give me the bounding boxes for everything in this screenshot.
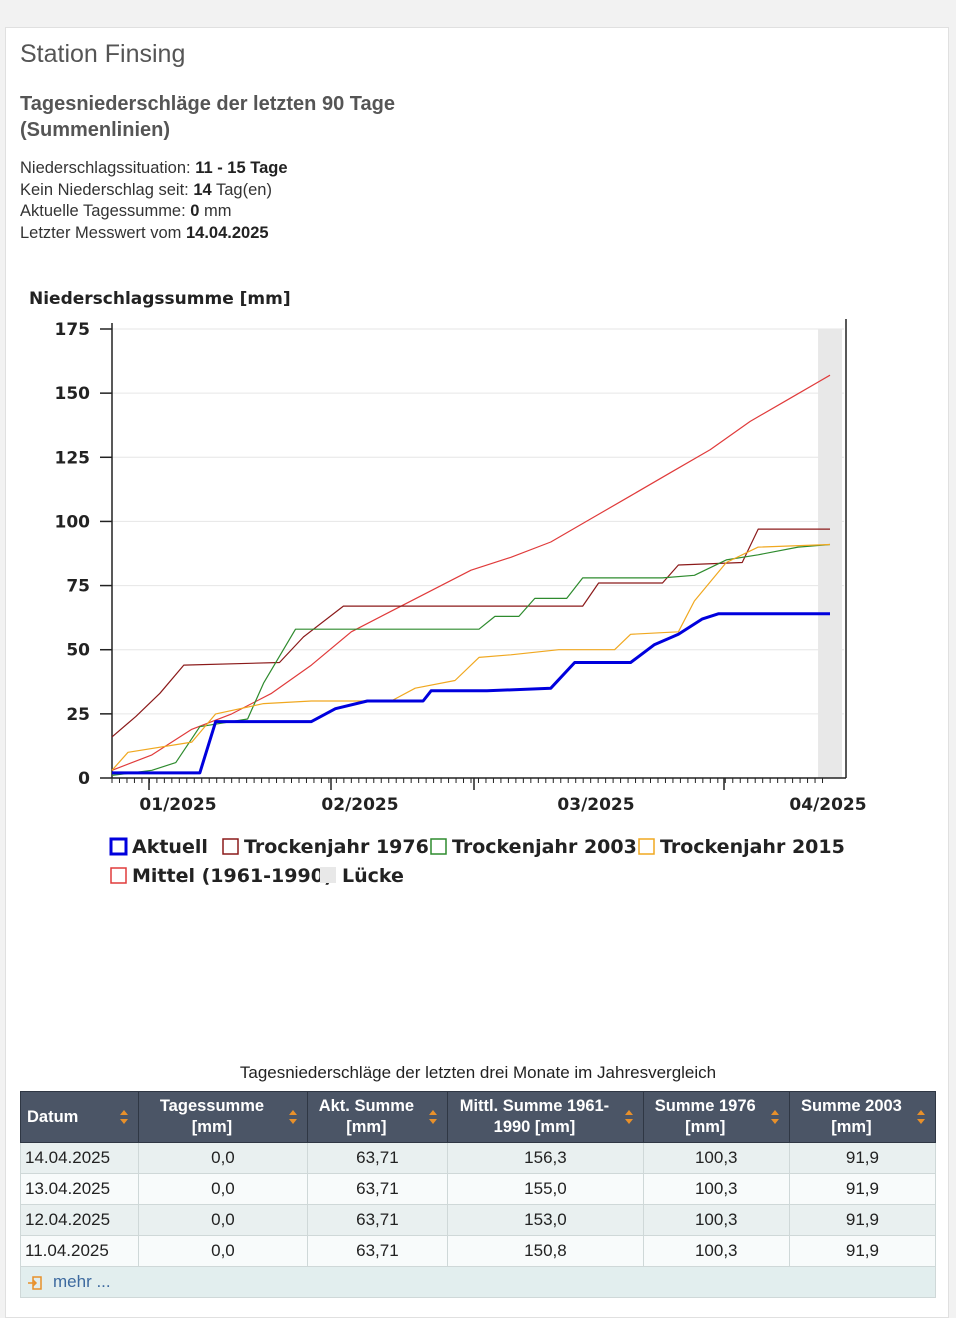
page-title: Station Finsing	[20, 40, 186, 68]
legend-label: Lücke	[342, 865, 404, 887]
legend-label: Aktuell	[132, 836, 208, 858]
cell-tagessumme: 0,0	[138, 1235, 308, 1267]
table-row: 13.04.2025 0,0 63,71 155,0 100,3 91,9	[19, 1173, 937, 1205]
y-tick-label: 75	[66, 577, 90, 597]
table-row: 12.04.2025 0,0 63,71 153,0 100,3 91,9	[19, 1204, 937, 1236]
sort-icon	[624, 1110, 633, 1124]
cell-mittl-summe: 155,0	[447, 1173, 644, 1205]
column-header-tagessumme[interactable]: Tagessumme [mm]	[138, 1091, 308, 1143]
y-axis-title: Niederschlagssumme [mm]	[29, 289, 291, 309]
legend-swatch	[638, 838, 655, 855]
y-tick-label: 50	[66, 641, 90, 661]
precipitation-chart: Niederschlagssumme [mm] 0 25 50 75 100 125 150 1…	[29, 289, 867, 887]
cell-summe-1976: 100,3	[642, 1173, 790, 1205]
table-row: 14.04.2025 0,0 63,71 156,3 100,3 91,9	[19, 1142, 937, 1174]
info-situation: Niederschlagssituation: 11 - 15 Tage	[20, 159, 288, 177]
cell-summe-2003: 91,9	[788, 1235, 937, 1267]
y-tick-label: 150	[55, 384, 91, 404]
series-line-trockenjahr-2015	[111, 543, 831, 771]
series-line-aktuell	[112, 612, 830, 775]
info-no-rain: Kein Niederschlag seit: 14 Tag(en)	[20, 180, 272, 199]
station-panel: Station Finsing Tagesniederschläge der l…	[5, 27, 949, 1318]
info-last-value: Letzter Messwert vom 14.04.2025	[20, 223, 269, 242]
x-tick-label: 02/2025	[321, 795, 398, 815]
chart-subtitle: Tagesniederschläge der letzten 90 Tage (…	[20, 93, 395, 141]
precipitation-table: Datum Tagessumme [mm] Akt. Summe [mm] Mi…	[19, 1091, 937, 1298]
sort-icon	[917, 1110, 925, 1124]
column-header-summe-2003[interactable]: Summe 2003 [mm]	[788, 1091, 937, 1143]
cell-summe-1976: 100,3	[642, 1235, 790, 1267]
y-tick-label: 125	[55, 448, 91, 468]
column-header-akt-summe[interactable]: Akt. Summe [mm]	[306, 1091, 449, 1143]
legend-label: Mittel (1961-1990)	[132, 865, 333, 887]
series-line-trockenjahr-1976	[111, 528, 830, 738]
y-tick-label: 175	[55, 320, 91, 340]
more-label: mehr ...	[53, 1272, 111, 1291]
sort-icon	[770, 1110, 779, 1124]
cell-datum: 11.04.2025	[19, 1235, 140, 1267]
more-link[interactable]: mehr ...	[20, 1266, 936, 1298]
info-block: Niederschlagssituation: 11 - 15 Tage Kei…	[20, 158, 288, 244]
cell-datum: 12.04.2025	[19, 1204, 140, 1236]
y-tick-label: 100	[55, 512, 91, 532]
cell-tagessumme: 0,0	[138, 1173, 308, 1205]
x-tick-label: 01/2025	[139, 795, 216, 815]
cell-summe-2003: 91,9	[788, 1142, 937, 1174]
cell-akt-summe: 63,71	[306, 1173, 449, 1205]
legend-swatch-gap	[320, 867, 336, 883]
column-header-datum[interactable]: Datum	[19, 1091, 140, 1143]
series-line-mittel-1961-1990-	[111, 374, 831, 771]
column-header-summe-1976[interactable]: Summe 1976 [mm]	[642, 1091, 790, 1143]
y-tick-label: 0	[78, 769, 90, 789]
legend-swatch	[222, 838, 239, 855]
cell-mittl-summe: 153,0	[447, 1204, 644, 1236]
legend-label: Trockenjahr 2015	[660, 836, 845, 858]
cell-summe-2003: 91,9	[788, 1204, 937, 1236]
cell-mittl-summe: 150,8	[447, 1235, 644, 1267]
sort-icon	[120, 1110, 129, 1124]
series-line-trockenjahr-2003	[111, 543, 831, 776]
sort-icon	[429, 1110, 438, 1124]
table-caption: Tagesniederschläge der letzten drei Mona…	[239, 1063, 717, 1082]
x-tick-label: 03/2025	[557, 795, 634, 815]
x-tick-label: 04/2025	[789, 795, 866, 815]
cell-akt-summe: 63,71	[306, 1235, 449, 1267]
cell-tagessumme: 0,0	[138, 1204, 308, 1236]
legend-swatch	[109, 837, 128, 856]
cell-akt-summe: 63,71	[306, 1142, 449, 1174]
more-row: mehr ...	[20, 1266, 936, 1298]
legend-swatch	[110, 867, 127, 884]
cell-summe-1976: 100,3	[642, 1204, 790, 1236]
table-header-row: Datum Tagessumme [mm] Akt. Summe [mm] Mi…	[19, 1091, 937, 1143]
legend-label: Trockenjahr 1976	[244, 836, 429, 858]
cell-tagessumme: 0,0	[138, 1142, 308, 1174]
enter-icon	[28, 1275, 42, 1290]
cell-akt-summe: 63,71	[306, 1204, 449, 1236]
column-header-mittl-summe[interactable]: Mittl. Summe 1961-1990 [mm]	[447, 1091, 644, 1143]
cell-datum: 13.04.2025	[19, 1173, 140, 1205]
table-row: 11.04.2025 0,0 63,71 150,8 100,3 91,9	[19, 1235, 937, 1267]
legend-swatch	[430, 838, 447, 855]
legend-label: Trockenjahr 2003	[452, 836, 637, 858]
cell-summe-1976: 100,3	[642, 1142, 790, 1174]
cell-summe-2003: 91,9	[788, 1173, 937, 1205]
cell-mittl-summe: 156,3	[447, 1142, 644, 1174]
sort-icon	[288, 1110, 297, 1124]
cell-datum: 14.04.2025	[19, 1142, 140, 1174]
info-daily-sum: Aktuelle Tagessumme: 0 mm	[20, 202, 232, 220]
y-tick-label: 25	[66, 705, 90, 725]
gap-band	[818, 329, 842, 778]
